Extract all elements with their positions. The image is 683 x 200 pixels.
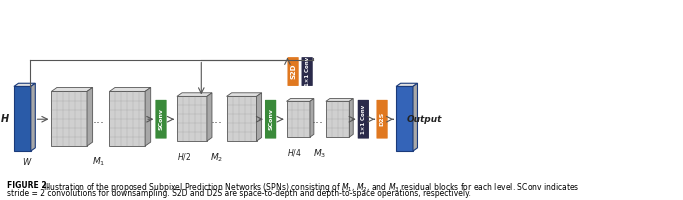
Polygon shape <box>87 87 93 146</box>
Text: $H/4$: $H/4$ <box>287 147 301 158</box>
Polygon shape <box>14 86 31 151</box>
FancyBboxPatch shape <box>288 57 298 86</box>
Text: ...: ... <box>92 113 104 126</box>
Polygon shape <box>109 87 151 91</box>
Polygon shape <box>326 99 353 101</box>
Text: 1×1 Conv: 1×1 Conv <box>361 105 366 134</box>
Text: $H/2$: $H/2$ <box>177 151 191 162</box>
Text: SConv: SConv <box>268 108 273 130</box>
Text: ...: ... <box>210 113 222 126</box>
Polygon shape <box>396 86 413 151</box>
Text: 1×1 Conv: 1×1 Conv <box>305 57 309 86</box>
Polygon shape <box>310 99 314 137</box>
Text: ...: ... <box>311 113 324 126</box>
Text: FIGURE 2.: FIGURE 2. <box>8 181 50 190</box>
Text: SConv: SConv <box>158 108 163 130</box>
Text: W: W <box>22 158 30 167</box>
Polygon shape <box>413 83 417 151</box>
Polygon shape <box>287 101 310 137</box>
Text: stride = 2 convolutions for downsampling. S2D and D2S are space-to-depth and dep: stride = 2 convolutions for downsampling… <box>8 189 471 198</box>
Polygon shape <box>177 93 212 96</box>
Polygon shape <box>287 99 314 101</box>
Polygon shape <box>14 83 36 86</box>
Polygon shape <box>396 83 417 86</box>
Polygon shape <box>227 96 257 141</box>
FancyBboxPatch shape <box>376 100 388 139</box>
FancyBboxPatch shape <box>358 100 369 139</box>
Polygon shape <box>109 91 145 146</box>
Text: $M_2$: $M_2$ <box>210 151 223 164</box>
Text: $M_1$: $M_1$ <box>92 156 105 168</box>
Polygon shape <box>207 93 212 141</box>
FancyBboxPatch shape <box>265 100 276 139</box>
Text: S2D: S2D <box>290 64 296 79</box>
Polygon shape <box>177 96 207 141</box>
Polygon shape <box>326 101 349 137</box>
Text: $M_3$: $M_3$ <box>313 147 326 160</box>
Polygon shape <box>227 93 262 96</box>
Polygon shape <box>51 87 93 91</box>
Text: Illustration of the proposed Subpixel Prediction Networks (SPNs) consisting of $: Illustration of the proposed Subpixel Pr… <box>43 181 579 194</box>
Text: D2S: D2S <box>380 112 385 126</box>
Text: Output: Output <box>406 115 442 124</box>
Polygon shape <box>31 83 36 151</box>
Polygon shape <box>51 91 87 146</box>
FancyBboxPatch shape <box>301 57 313 86</box>
Polygon shape <box>257 93 262 141</box>
Polygon shape <box>145 87 151 146</box>
FancyBboxPatch shape <box>156 100 167 139</box>
Polygon shape <box>349 99 353 137</box>
Text: H: H <box>1 114 10 124</box>
